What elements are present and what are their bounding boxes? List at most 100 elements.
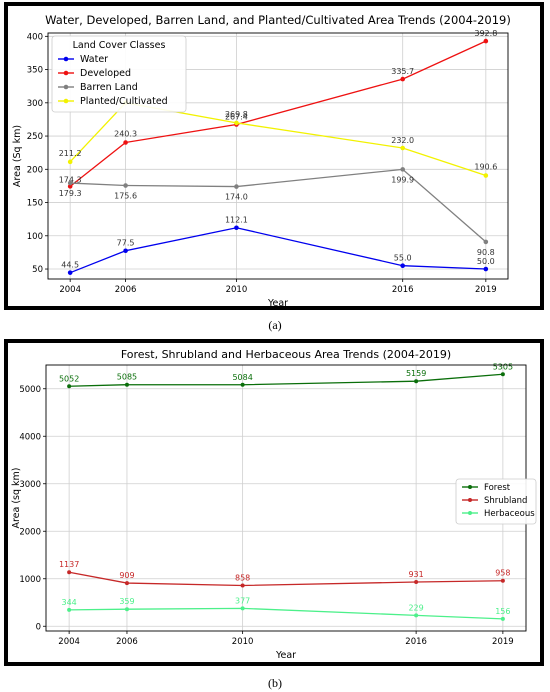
series-forest: 5052 5085 5084 5159 5305 xyxy=(59,362,513,389)
caption-b: (b) xyxy=(268,676,282,690)
series-line xyxy=(69,227,486,274)
plot-frame xyxy=(47,32,509,280)
data-point xyxy=(400,76,405,82)
data-label: 112.1 xyxy=(225,216,248,225)
data-label: 5052 xyxy=(59,374,79,383)
data-point xyxy=(400,167,405,172)
data-label: 77.5 xyxy=(117,239,135,248)
x-tick-label: 2010 xyxy=(226,285,248,295)
data-point xyxy=(234,120,239,126)
data-point xyxy=(67,607,72,612)
data-label: 359 xyxy=(119,597,134,606)
data-point xyxy=(483,173,489,178)
data-point xyxy=(500,616,505,621)
data-point xyxy=(500,372,505,377)
legend-entry: Forest xyxy=(484,483,511,493)
series-line xyxy=(69,607,503,620)
y-tick-label: 50 xyxy=(32,265,43,275)
y-tick-label: 150 xyxy=(27,199,43,209)
data-point xyxy=(123,183,128,188)
series-barren-land: 179.3 175.6 174.0 199.9 90.8 xyxy=(59,167,495,257)
data-label: 190.6 xyxy=(474,163,497,172)
x-tick-label: 2016 xyxy=(405,637,427,647)
data-label: 377 xyxy=(235,596,250,605)
series-line xyxy=(70,168,487,243)
legend-marker xyxy=(63,84,69,90)
legend: Forest Shrubland Herbaceous xyxy=(455,478,537,525)
data-label: 5085 xyxy=(117,373,137,382)
data-label: 240.3 xyxy=(114,130,137,139)
legend-entry: Herbaceous xyxy=(484,509,535,519)
data-point xyxy=(67,159,73,165)
legend-marker xyxy=(468,485,472,489)
data-point xyxy=(234,225,239,231)
data-label: 55.0 xyxy=(394,254,412,263)
x-tick-label: 2006 xyxy=(116,637,138,647)
chart-panel-b: Forest, Shrubland and Herbaceous Area Tr… xyxy=(4,339,544,666)
chart-a: Water, Developed, Barren Land, and Plant… xyxy=(12,13,511,309)
data-label: 931 xyxy=(408,570,423,579)
data-point xyxy=(483,266,489,272)
data-point xyxy=(240,606,245,611)
data-label: 269.8 xyxy=(225,110,248,119)
legend-entry: Developed xyxy=(80,68,131,79)
chart-title: Forest, Shrubland and Herbaceous Area Tr… xyxy=(121,348,451,361)
x-axis-label: Year xyxy=(275,650,296,661)
chart-title: Water, Developed, Barren Land, and Plant… xyxy=(45,13,511,27)
data-label: 174.0 xyxy=(225,193,248,202)
legend-box xyxy=(51,35,187,113)
data-point xyxy=(67,384,72,389)
y-tick-label: 100 xyxy=(27,232,43,242)
y-tick-label: 3000 xyxy=(19,480,41,490)
data-point xyxy=(414,613,419,618)
data-point xyxy=(483,239,489,245)
x-tick-label: 2019 xyxy=(475,285,497,295)
y-tick-label: 250 xyxy=(27,132,43,142)
data-point xyxy=(124,382,129,387)
y-tick-label: 350 xyxy=(27,66,43,76)
x-tick-label: 2006 xyxy=(115,285,137,295)
data-point xyxy=(240,382,245,387)
legend-title: Land Cover Classes xyxy=(73,40,166,51)
x-tick-label: 2004 xyxy=(58,637,80,647)
data-point xyxy=(123,248,128,254)
data-label: 90.8 xyxy=(477,248,495,257)
legend-entry: Shrubland xyxy=(484,496,527,506)
y-tick-label: 400 xyxy=(27,32,43,42)
data-label: 5159 xyxy=(406,369,426,378)
legend-entry: Barren Land xyxy=(80,82,138,93)
x-tick-label: 2019 xyxy=(492,637,514,647)
x-tick-label: 2010 xyxy=(232,637,254,647)
y-axis-label: Area (sq km) xyxy=(11,467,22,528)
data-point xyxy=(123,140,128,145)
x-tick-label: 2004 xyxy=(59,285,81,295)
data-point xyxy=(67,270,73,275)
grid xyxy=(46,365,526,631)
data-point xyxy=(400,263,405,269)
data-label: 267.4 xyxy=(225,112,248,121)
caption-a: (a) xyxy=(268,318,282,332)
y-tick-label: 300 xyxy=(27,99,43,109)
data-point xyxy=(124,581,129,586)
x-axis-label: Year xyxy=(267,298,288,306)
data-point xyxy=(500,578,505,583)
data-label: 156 xyxy=(495,607,510,616)
data-label: 50.0 xyxy=(477,257,495,266)
data-label: 5084 xyxy=(232,373,252,382)
data-label: 199.9 xyxy=(391,175,414,184)
legend-marker xyxy=(468,511,472,515)
data-point xyxy=(67,570,72,575)
y-tick-label: 1000 xyxy=(19,575,41,585)
data-label: 958 xyxy=(495,569,510,578)
y-tick-label: 5000 xyxy=(19,385,41,395)
series-herbaceous: 344 359 377 229 156 xyxy=(61,596,511,621)
data-label: 909 xyxy=(119,571,134,580)
data-label: 858 xyxy=(235,573,250,582)
legend-marker xyxy=(468,498,472,502)
chart-b: Forest, Shrubland and Herbaceous Area Tr… xyxy=(11,348,537,661)
legend: Land Cover Classes Water Developed Barren L… xyxy=(51,35,187,113)
y-axis-label: Area (Sq km) xyxy=(12,125,23,187)
data-label: 44.5 xyxy=(61,261,79,270)
chart-panel-a: Water, Developed, Barren Land, and Plant… xyxy=(4,2,544,310)
data-label: 1137 xyxy=(59,560,79,569)
